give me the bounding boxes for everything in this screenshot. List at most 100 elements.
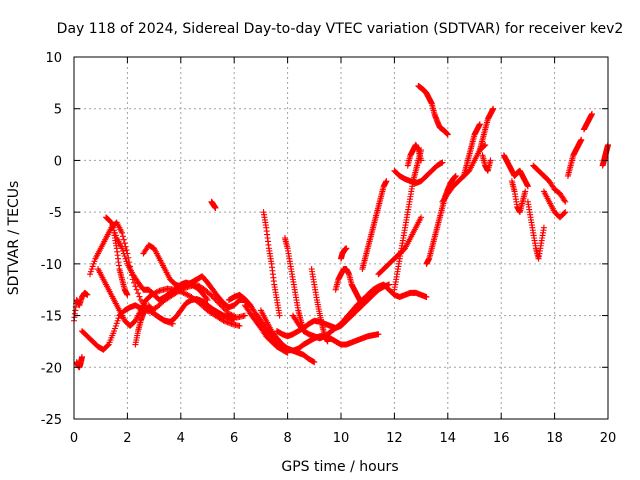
- y-tick-label: -10: [41, 258, 62, 273]
- data-point: [120, 250, 127, 257]
- data-point: [561, 197, 568, 204]
- grid: [74, 57, 608, 419]
- data-point: [184, 291, 191, 298]
- x-tick-label: 10: [333, 431, 350, 446]
- data-point: [119, 229, 126, 236]
- data-point: [123, 247, 130, 254]
- data-point: [562, 198, 569, 205]
- data-point: [89, 263, 96, 270]
- data-point: [111, 325, 118, 332]
- data-point: [311, 359, 318, 366]
- data-point: [204, 297, 211, 304]
- data-point: [481, 142, 488, 149]
- chart-title: Day 118 of 2024, Sidereal Day-to-day VTE…: [57, 21, 624, 37]
- data-point: [490, 105, 497, 112]
- data-point: [562, 209, 569, 216]
- data-point: [91, 258, 98, 265]
- data-point: [383, 178, 390, 185]
- data-point: [119, 247, 126, 254]
- y-tick-label: -25: [41, 413, 62, 428]
- data-point: [119, 245, 126, 252]
- data-point: [122, 255, 129, 262]
- data-point: [203, 295, 210, 302]
- data-point: [212, 205, 219, 212]
- data-point: [87, 271, 94, 278]
- data-point: [418, 157, 425, 164]
- y-tick-label: -15: [41, 310, 62, 325]
- data-point: [452, 172, 459, 179]
- data-point: [185, 292, 192, 299]
- data-point: [561, 210, 568, 217]
- x-tick-label: 0: [70, 431, 78, 446]
- data-point: [223, 307, 230, 314]
- x-tick-label: 8: [283, 431, 291, 446]
- data-point: [79, 353, 86, 360]
- y-axis-label: SDTVAR / TECUs: [6, 181, 22, 296]
- data-point: [276, 312, 283, 319]
- data-point: [132, 283, 139, 290]
- data-point: [212, 296, 219, 303]
- data-point: [208, 292, 215, 299]
- data-point: [181, 290, 188, 297]
- data-point: [90, 260, 97, 267]
- data-point: [386, 281, 393, 288]
- data-point: [112, 322, 119, 329]
- data-point: [111, 328, 118, 335]
- data-point: [108, 219, 115, 226]
- y-tick-label: 10: [45, 51, 62, 66]
- y-tick-label: 0: [54, 154, 62, 169]
- data-point: [423, 293, 430, 300]
- data-point: [125, 254, 132, 261]
- x-tick-label: 12: [386, 431, 403, 446]
- data-point: [375, 331, 382, 338]
- data-point: [439, 159, 446, 166]
- data-point: [88, 266, 95, 273]
- data-point: [110, 224, 117, 231]
- data-point: [107, 218, 114, 225]
- data-point: [109, 222, 116, 229]
- data-point: [231, 316, 238, 323]
- data-point: [121, 253, 128, 260]
- axis-ticks: 0 2 4 6 8 10 12 14 16 18 20 -25 -20 -15 -10 -5 0 5 10: [41, 51, 617, 446]
- data-point: [113, 320, 120, 327]
- data-point: [136, 293, 143, 300]
- data-point: [578, 136, 585, 143]
- y-tick-label: -20: [41, 361, 62, 376]
- x-tick-label: 20: [600, 431, 617, 446]
- data-point: [87, 268, 94, 275]
- data-point: [123, 258, 130, 265]
- data-point: [343, 245, 350, 252]
- data-point: [121, 240, 128, 247]
- data-point: [476, 121, 483, 128]
- data-point: [241, 312, 248, 319]
- data-point: [114, 317, 121, 324]
- x-axis-label: GPS time / hours: [281, 459, 398, 475]
- data-point: [588, 110, 595, 117]
- data-point: [180, 289, 187, 296]
- data-point: [540, 224, 547, 231]
- data-point: [104, 342, 111, 349]
- data-point: [236, 322, 243, 329]
- x-tick-label: 16: [493, 431, 510, 446]
- x-tick-label: 6: [230, 431, 238, 446]
- data-point: [84, 291, 91, 298]
- x-tick-label: 18: [546, 431, 563, 446]
- data-point: [133, 286, 140, 293]
- data-point: [135, 290, 142, 297]
- data-point: [115, 315, 122, 322]
- data-point: [183, 291, 190, 298]
- data-point: [155, 288, 162, 295]
- data-point: [324, 338, 331, 345]
- x-tick-label: 4: [177, 431, 185, 446]
- y-tick-label: 5: [54, 103, 62, 118]
- data-point: [120, 236, 127, 243]
- data-point: [153, 289, 160, 296]
- data-point: [418, 214, 425, 221]
- data-point: [119, 233, 126, 240]
- data-point: [524, 183, 531, 190]
- data-point: [209, 293, 216, 300]
- y-tick-label: -5: [49, 206, 62, 221]
- data-point: [359, 302, 366, 309]
- data-point: [124, 291, 131, 298]
